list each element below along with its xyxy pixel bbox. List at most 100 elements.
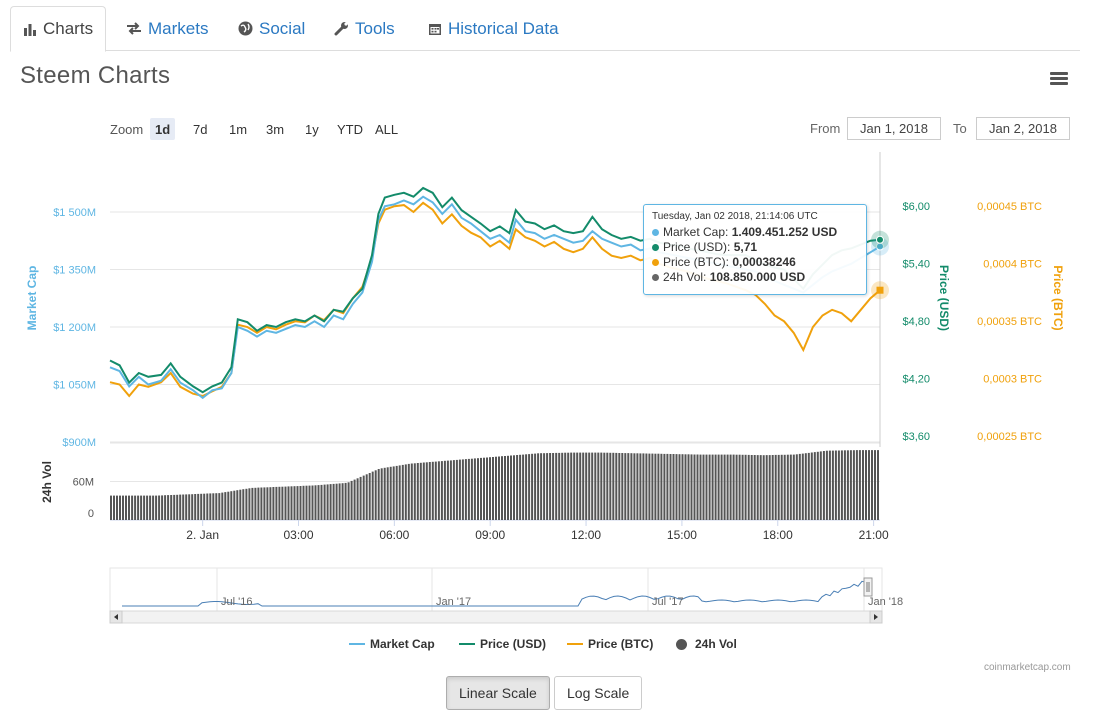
volume-column [639, 453, 642, 520]
volume-tick-label: 0 [88, 508, 94, 520]
volume-column [407, 463, 410, 520]
linear-scale-button[interactable]: Linear Scale [446, 676, 550, 710]
credits-link[interactable]: coinmarketcap.com [984, 662, 1071, 673]
tab-tools[interactable]: Tools [322, 6, 407, 51]
volume-column [711, 454, 714, 520]
zoom-1m-button[interactable]: 1m [229, 121, 248, 137]
volume-column [810, 452, 813, 520]
price-btc-tick-label: 0,00035 BTC [977, 316, 1042, 328]
hover-markers [871, 230, 889, 300]
globe-icon [238, 21, 253, 36]
volume-column [155, 495, 158, 520]
volume-column [167, 495, 170, 520]
volume-column [687, 454, 690, 520]
volume-column [865, 450, 867, 520]
zoom-all-button[interactable]: ALL [375, 121, 399, 137]
volume-column [149, 495, 152, 520]
volume-column [624, 453, 627, 520]
volume-column [606, 452, 609, 520]
volume-column [293, 486, 296, 520]
volume-column [855, 450, 858, 520]
hamburger-menu-icon[interactable] [1050, 72, 1068, 86]
from-label: From [810, 121, 841, 136]
zoom-7d-button[interactable]: 7d [193, 121, 208, 137]
tab-charts[interactable]: Charts [10, 6, 107, 52]
zoom-ytd-button[interactable]: YTD [337, 121, 363, 137]
zoom-label: Zoom [110, 122, 144, 137]
legend-item-price-usd[interactable]: Price (USD) [459, 637, 546, 651]
x-tick-label: 03:00 [283, 528, 313, 542]
price-usd-tick-label: $5,40 [902, 259, 930, 271]
volume-column [146, 495, 149, 520]
volume-column [600, 452, 603, 520]
volume-column [498, 456, 500, 520]
volume-column [831, 450, 834, 520]
tab-social[interactable]: Social [226, 6, 317, 51]
volume-column [353, 479, 356, 520]
volume-column [669, 454, 672, 520]
volume-column [194, 494, 197, 520]
volume-column [564, 452, 567, 520]
tooltip-row-market-cap: Market Cap: 1.409.451.252 USD [652, 225, 858, 240]
volume-column [591, 452, 594, 520]
tab-historical-data[interactable]: Historical Data [416, 6, 571, 51]
tooltip-label: 24h Vol: [663, 270, 707, 284]
volume-column [654, 453, 657, 520]
volume-column [603, 452, 606, 520]
volume-column [290, 486, 293, 520]
to-date-input[interactable]: Jan 2, 2018 [976, 117, 1070, 140]
volume-column [837, 450, 840, 520]
volume-column [371, 471, 374, 520]
navigator-handle[interactable] [863, 577, 873, 597]
volume-column [849, 450, 852, 520]
price-btc-tick-label: 0,00045 BTC [977, 201, 1042, 213]
dot-marker-icon [676, 638, 687, 650]
volume-column [332, 483, 335, 520]
volume-column [323, 484, 326, 520]
volume-column [455, 459, 458, 520]
volume-column [852, 450, 855, 520]
tab-markets[interactable]: Markets [114, 6, 220, 51]
volume-column [362, 475, 365, 520]
volume-column [125, 495, 127, 520]
zoom-1y-button[interactable]: 1y [305, 121, 319, 137]
volume-column [741, 454, 744, 520]
legend-label: 24h Vol [695, 637, 737, 651]
price-btc-axis-title: Price (BTC) [1051, 265, 1065, 330]
series-dot-icon [652, 244, 659, 251]
volume-column [350, 480, 353, 520]
volume-column [813, 452, 816, 520]
volume-column [461, 459, 464, 520]
x-tick-label: 2. Jan [186, 528, 219, 542]
tooltip-value: 1.409.451.252 USD [731, 225, 838, 239]
volume-column [347, 482, 350, 520]
navigator-scrollbar[interactable] [109, 610, 883, 624]
volume-column [660, 453, 663, 520]
volume-tick-label: 60M [73, 477, 94, 489]
page-title: Steem Charts [20, 62, 171, 89]
volume-column [735, 454, 738, 520]
volume-column [558, 452, 561, 520]
navigator[interactable]: Jul '16 Jan '17 Jul '17 Jan '18 [109, 567, 903, 624]
from-date-input[interactable]: Jan 1, 2018 [847, 117, 941, 140]
tab-bar: Charts Markets Social Tools Historical D… [10, 6, 1080, 52]
volume-column [230, 491, 233, 520]
legend-item-market-cap[interactable]: Market Cap [349, 637, 435, 651]
volume-column [116, 495, 118, 520]
volume-column [846, 450, 849, 520]
log-scale-button[interactable]: Log Scale [554, 676, 643, 710]
legend-item-price-btc[interactable]: Price (BTC) [567, 637, 653, 651]
volume-column [275, 486, 278, 520]
price-usd-tick-label: $4,80 [902, 316, 930, 328]
volume-column [807, 452, 810, 520]
legend-item-volume[interactable]: 24h Vol [676, 637, 737, 651]
volume-column [218, 493, 221, 520]
volume-column [416, 463, 419, 520]
volume-column [588, 452, 591, 520]
volume-column [386, 467, 389, 520]
zoom-3m-button[interactable]: 3m [266, 121, 285, 137]
volume-column [648, 453, 651, 520]
zoom-1d-button[interactable]: 1d [150, 118, 176, 140]
volume-column [188, 494, 191, 520]
